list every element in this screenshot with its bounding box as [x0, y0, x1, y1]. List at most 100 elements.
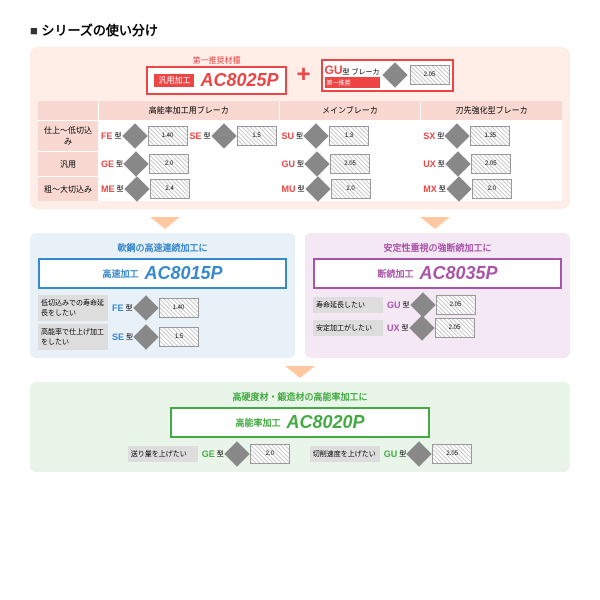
grid-cell: SU型1.3 — [280, 121, 421, 151]
chip-UX: UX型2.05 — [423, 154, 511, 174]
insert-icon — [303, 123, 328, 148]
arrow-icon — [150, 217, 180, 229]
breaker-grid: 高能率加工用ブレーカメインブレーカ刃先強化型ブレーカ仕上～低切込みFE型1.40… — [38, 101, 562, 201]
condition-label: 高能率で仕上げ加工をしたい — [38, 324, 108, 350]
grid-header: 高能率加工用ブレーカ — [99, 101, 279, 120]
dimension-icon: 1.5 — [237, 126, 277, 146]
gu-label: GU — [325, 63, 343, 77]
dimension-icon: 2.0 — [149, 154, 189, 174]
insert-icon — [445, 151, 470, 176]
grid-header: メインブレーカ — [280, 101, 421, 120]
chip-ME: ME型2.4 — [101, 179, 190, 199]
insert-icon — [409, 315, 434, 340]
page-title: シリーズの使い分け — [30, 20, 570, 39]
chip-GE: GE型2.0 — [101, 154, 189, 174]
condition-row: 切削速度を上げたいGU型2.05 — [310, 444, 473, 464]
insert-icon — [123, 151, 148, 176]
dimension-icon: 2.05 — [432, 444, 472, 464]
insert-icon — [446, 176, 471, 201]
grid-cell: FE型1.40SE型1.5 — [99, 121, 279, 151]
chip-SU: SU型1.3 — [282, 126, 370, 146]
grid-header: 刃先強化型ブレーカ — [421, 101, 562, 120]
dimension-icon: 2.05 — [410, 65, 450, 85]
section-inner: 高硬度材・鍛造材の高能率加工に 高能率加工 AC8020P 送り量を上げたいGE… — [30, 382, 570, 472]
chip-SX: SX型1.35 — [423, 126, 510, 146]
grid-row-label: 汎用 — [38, 152, 98, 176]
chip-GU: GU型2.05 — [384, 444, 473, 464]
rec-label: 第一推奨材種 — [146, 55, 286, 66]
chip-MX: MX型2.0 — [423, 179, 512, 199]
dimension-icon: 2.05 — [436, 295, 476, 315]
section-title: 軟鋼の高速連続加工に — [38, 241, 287, 254]
chip-FE: FE型1.40 — [112, 298, 199, 318]
grid-cell: UX型2.05 — [421, 152, 562, 176]
grade-text: AC8020P — [286, 412, 364, 433]
insert-icon — [211, 123, 236, 148]
insert-icon — [122, 123, 147, 148]
grid-row-label: 仕上～低切込み — [38, 121, 98, 151]
gu-breaker-box: GU型 ブレーカ 第一推奨 2.05 — [321, 59, 454, 92]
dimension-icon: 1.35 — [470, 126, 510, 146]
condition-row: 送り量を上げたいGE型2.0 — [128, 444, 290, 464]
dimension-icon: 2.0 — [472, 179, 512, 199]
grid-cell: GE型2.0 — [99, 152, 279, 176]
insert-icon — [224, 441, 249, 466]
chip-UX: UX型2.05 — [387, 318, 475, 338]
insert-icon — [305, 176, 330, 201]
section-ac8020p: 高硬度材・鍛造材の高能率加工に 高能率加工 AC8020P 送り量を上げたいGE… — [30, 382, 570, 472]
grade-text: AC8025P — [200, 70, 278, 91]
grade-box-ac8025p: 汎用加工 AC8025P — [146, 66, 286, 95]
chip-GE: GE型2.0 — [202, 444, 290, 464]
gu-sublabel: 第一推奨 — [325, 77, 380, 88]
chip-GU: GU型2.05 — [282, 154, 371, 174]
grid-cell: GU型2.05 — [280, 152, 421, 176]
usage-label: 汎用加工 — [154, 74, 194, 87]
condition-label: 送り量を上げたい — [128, 446, 198, 462]
dimension-icon: 2.05 — [330, 154, 370, 174]
condition-label: 安定加工がしたい — [313, 320, 383, 336]
insert-icon — [410, 292, 435, 317]
condition-label: 寿命延長したい — [313, 297, 383, 313]
section-AC8015P: 軟鋼の高速連続加工に 高速加工 AC8015P 低切込みでの寿命延長をしたいFE… — [30, 233, 295, 358]
arrow-icon — [285, 366, 315, 378]
top-section: 第一推奨材種 汎用加工 AC8025P + GU型 ブレーカ 第一推奨 2.05… — [30, 47, 570, 209]
arrow-row-2 — [30, 366, 570, 378]
section-AC8035P: 安定性重視の強断続加工に 断続加工 AC8035P 寿命延長したいGU型2.05… — [305, 233, 570, 358]
section-title: 高硬度材・鍛造材の高能率加工に — [38, 390, 562, 403]
insert-icon — [445, 123, 470, 148]
grid-cell: SX型1.35 — [421, 121, 562, 151]
condition-label: 低切込みでの寿命延長をしたい — [38, 295, 108, 321]
condition-row: 高能率で仕上げ加工をしたいSE型1.5 — [38, 324, 287, 350]
dimension-icon: 1.5 — [159, 327, 199, 347]
insert-icon — [133, 295, 158, 320]
grid-cell: MX型2.0 — [421, 177, 562, 201]
grid-header — [38, 101, 98, 120]
grade-box: 高能率加工 AC8020P — [170, 407, 430, 438]
grade-text: AC8035P — [419, 263, 497, 284]
chip-SE: SE型1.5 — [190, 126, 277, 146]
dimension-icon: 2.0 — [250, 444, 290, 464]
grade-text: AC8015P — [144, 263, 222, 284]
condition-label: 切削速度を上げたい — [310, 446, 380, 462]
grade-box: 高速加工 AC8015P — [38, 258, 287, 289]
condition-row: 安定加工がしたいUX型2.05 — [313, 318, 562, 338]
condition-row: 寿命延長したいGU型2.05 — [313, 295, 562, 315]
plus-icon: + — [297, 61, 311, 89]
dimension-icon: 2.0 — [331, 179, 371, 199]
condition-row: 低切込みでの寿命延長をしたいFE型1.40 — [38, 295, 287, 321]
dimension-icon: 2.4 — [150, 179, 190, 199]
chip-GU: GU型2.05 — [387, 295, 476, 315]
dimension-icon: 2.05 — [435, 318, 475, 338]
insert-icon — [124, 176, 149, 201]
grid-cell: MU型2.0 — [280, 177, 421, 201]
section-title: 安定性重視の強断続加工に — [313, 241, 562, 254]
arrow-icon — [420, 217, 450, 229]
chip-FE: FE型1.40 — [101, 126, 188, 146]
grid-row-label: 粗～大切込み — [38, 177, 98, 201]
grade-box: 断続加工 AC8035P — [313, 258, 562, 289]
chip-MU: MU型2.0 — [282, 179, 371, 199]
dimension-icon: 2.05 — [471, 154, 511, 174]
dimension-icon: 1.40 — [148, 126, 188, 146]
insert-icon — [407, 441, 432, 466]
dimension-icon: 1.40 — [159, 298, 199, 318]
